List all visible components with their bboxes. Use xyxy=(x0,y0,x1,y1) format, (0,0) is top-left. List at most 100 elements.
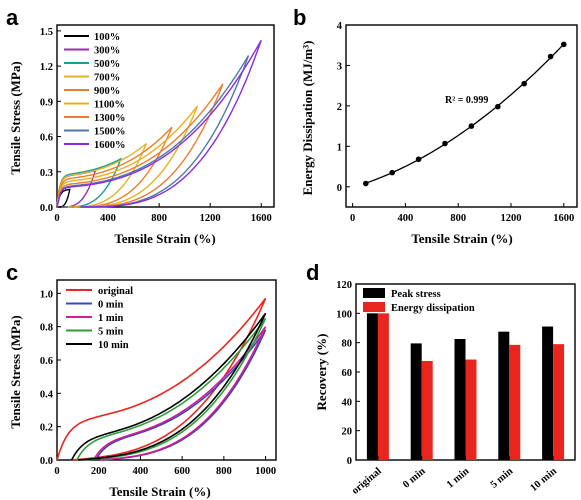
r-squared-annotation: R² = 0.999 xyxy=(445,95,488,106)
y-tick-label-c: 0.6 xyxy=(40,356,53,367)
legend-label-a: 300% xyxy=(94,46,120,57)
y-tick-label-a: 0.9 xyxy=(40,97,53,108)
y-tick-label-c: 0.2 xyxy=(40,423,53,434)
curve-10-min xyxy=(70,312,267,461)
legend-label-a: 100% xyxy=(94,32,120,43)
bar-peak-stress xyxy=(498,331,510,460)
x-tick-label-b: 0 xyxy=(350,213,355,224)
x-tick-label-d: 10 min xyxy=(528,466,559,494)
loop-900% xyxy=(56,126,173,208)
x-tick-label-b: 1600 xyxy=(553,213,574,224)
legend-label-a: 500% xyxy=(94,59,120,70)
legend-swatch-d xyxy=(363,302,385,312)
y-tick-label-c: 0.8 xyxy=(40,323,53,334)
y-tick-label-a: 0.3 xyxy=(40,168,53,179)
bar-peak-stress xyxy=(454,339,466,460)
data-point xyxy=(415,156,422,163)
legend-label-a: 1100% xyxy=(94,100,125,111)
data-point xyxy=(442,140,448,147)
legend-label-c: 1 min xyxy=(98,313,124,324)
legend-label-d: Energy dissipation xyxy=(391,303,475,314)
data-point xyxy=(389,169,396,176)
axis-title-x-a: Tensile Strain (%) xyxy=(114,231,215,246)
y-tick-label-d: 60 xyxy=(342,368,353,379)
data-point xyxy=(363,180,369,187)
axis-title-y-b: Energy Dissipation (MJ/m³) xyxy=(300,41,315,196)
legend-label-c: 5 min xyxy=(98,327,124,338)
loop-700% xyxy=(56,143,148,208)
loop-1300% xyxy=(56,83,224,208)
x-tick-label-d: 1 min xyxy=(445,466,472,491)
x-tick-label-d: 5 min xyxy=(489,466,516,491)
panel-label-a: a xyxy=(6,5,19,30)
y-tick-label-a: 1.2 xyxy=(40,62,53,73)
plot-frame-c xyxy=(56,279,277,461)
data-point xyxy=(495,103,501,110)
legend-label-a: 1300% xyxy=(94,113,126,124)
panel-label-c: c xyxy=(6,260,18,285)
y-tick-label-d: 40 xyxy=(342,397,353,408)
y-tick-label-b: 4 xyxy=(337,21,343,32)
fit-curve xyxy=(365,43,565,184)
axis-title-y-d: Recovery (%) xyxy=(314,334,329,411)
y-tick-label-d: 80 xyxy=(342,339,353,350)
x-tick-label-a: 0 xyxy=(54,213,59,224)
y-tick-label-b: 3 xyxy=(337,61,342,72)
panel-label-b: b xyxy=(293,5,306,30)
plot-frame-a xyxy=(56,24,275,208)
bar-peak-stress xyxy=(410,343,422,460)
x-tick-label-c: 400 xyxy=(133,466,149,477)
bar-peak-stress xyxy=(542,326,554,460)
y-tick-label-d: 100 xyxy=(336,309,352,320)
x-tick-label-c: 1000 xyxy=(255,466,276,477)
x-tick-label-c: 600 xyxy=(174,466,190,477)
y-tick-label-b: 2 xyxy=(337,102,342,113)
legend-label-d: Peak stress xyxy=(391,289,441,300)
y-tick-label-b: 0 xyxy=(337,183,342,194)
y-tick-label-d: 120 xyxy=(336,280,352,291)
x-tick-label-a: 1600 xyxy=(251,213,272,224)
axis-title-y-c: Tensile Stress (MPa) xyxy=(8,315,23,428)
y-tick-label-a: 1.5 xyxy=(40,27,53,38)
x-tick-label-a: 400 xyxy=(100,213,116,224)
plot-frame-b xyxy=(345,24,578,208)
bar-peak-stress xyxy=(366,313,378,460)
curve-original xyxy=(56,297,267,461)
data-point xyxy=(547,53,554,60)
y-tick-label-d: 0 xyxy=(347,456,352,467)
legend-label-a: 900% xyxy=(94,86,120,97)
y-tick-label-b: 1 xyxy=(337,142,342,153)
y-tick-label-a: 0.0 xyxy=(40,203,53,214)
legend-label-a: 1500% xyxy=(94,127,126,138)
data-point xyxy=(521,80,527,87)
x-tick-label-b: 1200 xyxy=(501,213,522,224)
y-tick-label-c: 0.0 xyxy=(40,456,53,467)
y-tick-label-c: 1.0 xyxy=(40,289,53,300)
x-tick-label-a: 1200 xyxy=(200,213,221,224)
legend-swatch-d xyxy=(363,288,385,298)
x-tick-label-c: 0 xyxy=(54,466,59,477)
x-tick-label-b: 800 xyxy=(450,213,466,224)
x-tick-label-b: 400 xyxy=(398,213,414,224)
loop-500% xyxy=(56,157,123,208)
x-tick-label-d: 0 min xyxy=(401,466,428,491)
y-tick-label-c: 0.4 xyxy=(40,389,54,400)
data-point xyxy=(561,41,567,48)
axis-title-x-c: Tensile Strain (%) xyxy=(109,484,210,499)
bar-energy-dissipation xyxy=(465,359,477,460)
x-tick-label-c: 200 xyxy=(91,466,107,477)
panel-label-d: d xyxy=(306,260,319,285)
bar-energy-dissipation xyxy=(421,361,433,460)
bar-energy-dissipation xyxy=(377,313,389,460)
bar-energy-dissipation xyxy=(509,344,521,460)
x-tick-label-d: original xyxy=(350,466,384,497)
data-point xyxy=(468,123,475,129)
legend-label-a: 1600% xyxy=(94,140,126,151)
curve-5-min xyxy=(76,317,267,461)
loop-1100% xyxy=(56,105,199,208)
loop-1600% xyxy=(56,39,262,208)
legend-label-c: 10 min xyxy=(98,340,129,351)
axis-title-y-a: Tensile Stress (MPa) xyxy=(8,61,23,174)
x-tick-label-c: 800 xyxy=(216,466,232,477)
